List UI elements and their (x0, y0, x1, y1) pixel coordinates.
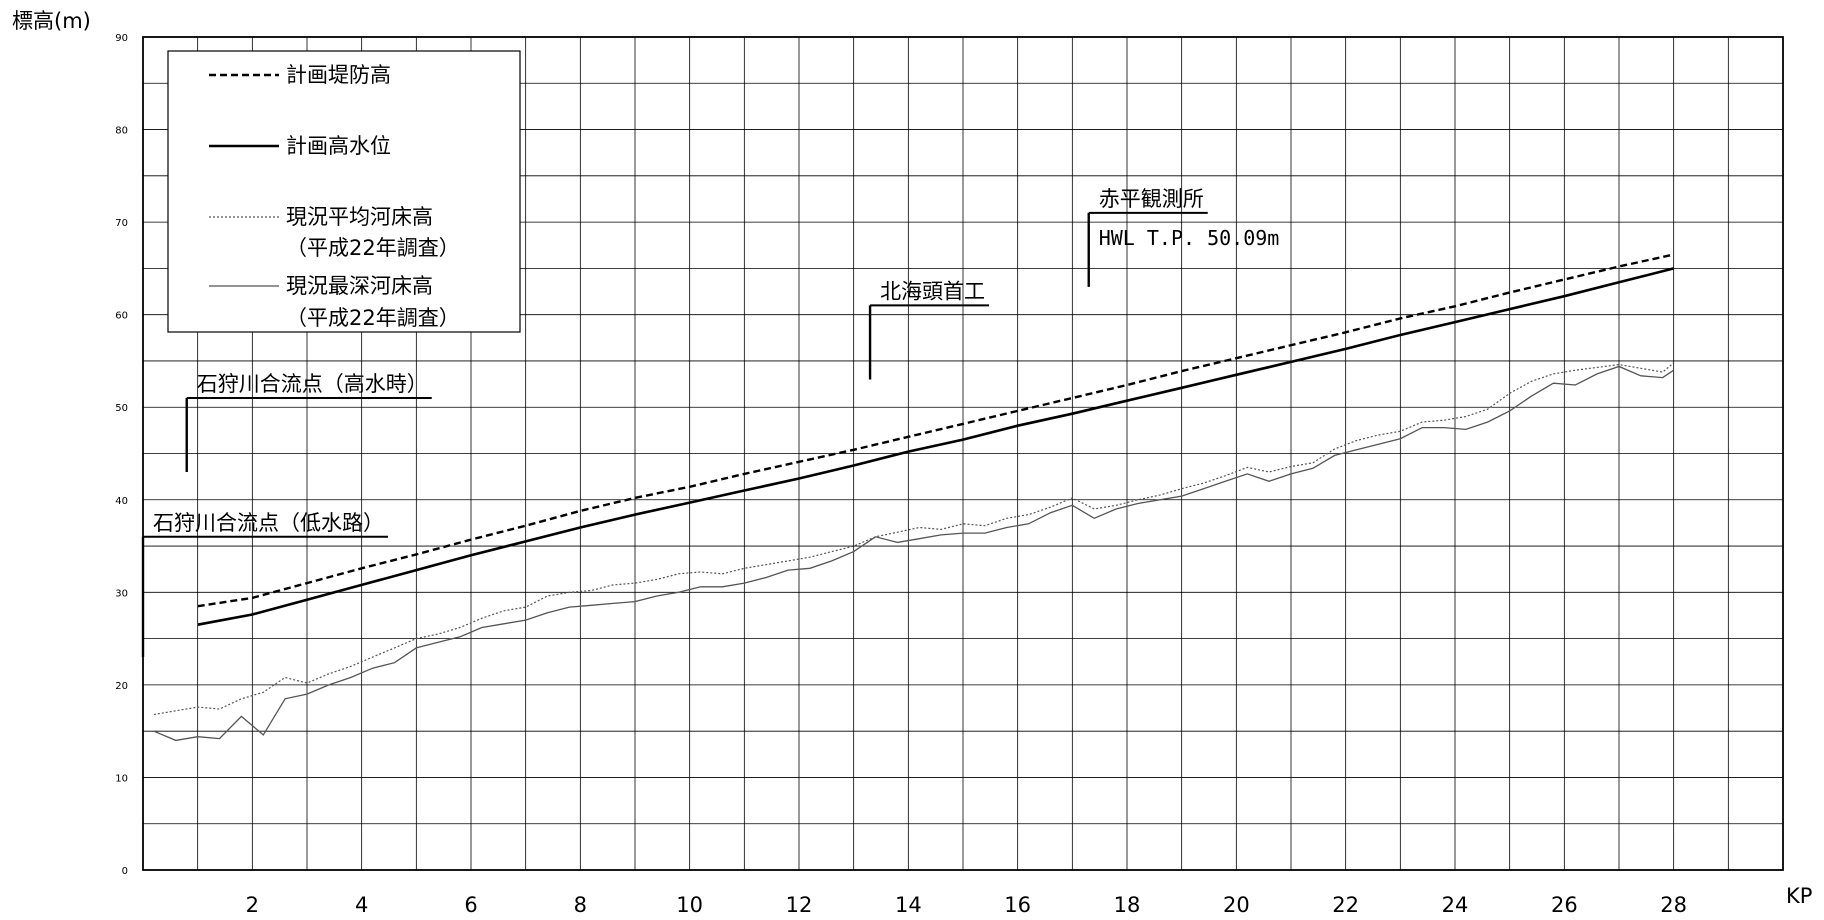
x-tick-label: 24 (1442, 893, 1469, 917)
legend-label: 計画堤防高 (286, 63, 391, 87)
y-tick-label: 30 (115, 588, 128, 599)
y-tick-label: 20 (115, 681, 128, 692)
legend-label: 計画高水位 (286, 134, 391, 158)
plot-frame (142, 36, 1784, 871)
legend-sublabel: （平成22年調査） (286, 236, 460, 260)
y-tick-label: 80 (115, 126, 128, 137)
y-tick-label: 50 (115, 403, 128, 414)
legend-label: 現況平均河床高 (286, 205, 433, 229)
x-tick-label: 10 (676, 893, 703, 917)
legend-label: 現況最深河床高 (286, 274, 433, 298)
x-tick-label: 2 (246, 893, 259, 917)
annotation-label: 石狩川合流点（低水路） (153, 511, 384, 535)
y-tick-label: 0 (122, 866, 128, 877)
y-tick-label: 90 (115, 33, 128, 44)
x-axis-ticks: 2 4 6 8 10 12 14 16 18 20 22 24 26 28 (246, 893, 1687, 917)
y-tick-label: 10 (115, 773, 128, 784)
y-tick-label: 40 (115, 496, 128, 507)
annotations: 石狩川合流点（低水路） 石狩川合流点（高水時） 北海頭首工 赤平観測所 HWL T.P.… (141, 187, 1280, 658)
x-tick-label: 8 (574, 893, 587, 917)
x-tick-label: 14 (895, 893, 922, 917)
series-line-1 (197, 253, 1674, 608)
annotation-label: 北海頭首工 (880, 279, 985, 303)
x-tick-label: 22 (1332, 893, 1359, 917)
legend-sublabel: （平成22年調査） (286, 306, 460, 330)
annotation-sublabel: HWL T.P. 50.09m (1099, 226, 1280, 250)
series-line-4 (153, 365, 1675, 742)
annotation-label: 赤平観測所 (1099, 187, 1204, 211)
x-tick-label: 6 (464, 893, 477, 917)
x-tick-label: 12 (786, 893, 813, 917)
x-axis-label: KP (1786, 884, 1812, 908)
x-tick-label: 18 (1114, 893, 1141, 917)
x-tick-label: 4 (355, 893, 368, 917)
series-line-3 (153, 362, 1675, 716)
x-tick-label: 16 (1004, 893, 1031, 917)
y-tick-label: 60 (115, 311, 128, 322)
x-tick-label: 28 (1660, 893, 1687, 917)
y-tick-label: 70 (115, 218, 128, 229)
series-line-2 (197, 267, 1675, 626)
y-axis-ticks: 0 10 20 30 40 50 60 70 80 90 (115, 33, 128, 877)
x-tick-label: 26 (1551, 893, 1578, 917)
y-axis-label: 標高(m) (12, 9, 91, 33)
series-lines (153, 253, 1675, 742)
x-tick-label: 20 (1223, 893, 1250, 917)
annotation-label: 石狩川合流点（高水時） (197, 372, 428, 396)
legend-box (167, 50, 521, 333)
